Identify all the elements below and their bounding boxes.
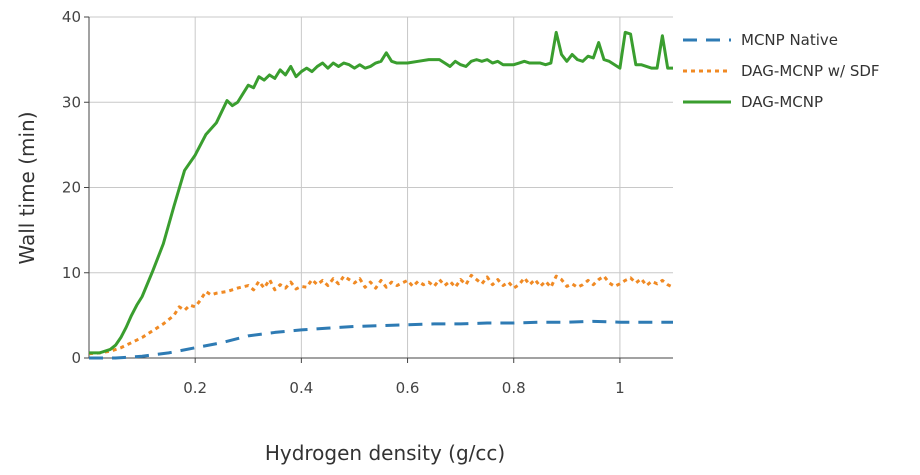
series-line-mcnp-native	[89, 319, 673, 360]
y-axis-title: Wall time (min)	[15, 111, 39, 264]
series-line-dag-mcnp	[89, 30, 673, 355]
y-tick-label: 20	[62, 179, 81, 197]
y-tick-label: 40	[62, 8, 81, 26]
legend-label-dag-mcnp: DAG-MCNP	[741, 93, 823, 111]
series-line-dag-mcnp-w-sdf	[88, 273, 674, 356]
y-tick-label: 0	[71, 349, 81, 367]
x-tick-label: 0.4	[289, 379, 313, 397]
x-tick-label: 0.2	[183, 379, 207, 397]
legend: MCNP Native DAG-MCNP w/ SDF DAG-MCNP	[683, 31, 880, 111]
series-layer	[88, 30, 674, 360]
x-tick-label: 1	[615, 379, 625, 397]
x-tick-label: 0.8	[502, 379, 526, 397]
grid-layer	[89, 16, 673, 358]
legend-label-mcnp-native: MCNP Native	[741, 31, 838, 49]
legend-label-dag-mcnp-w-sdf: DAG-MCNP w/ SDF	[741, 62, 880, 80]
x-tick-label: 0.6	[396, 379, 420, 397]
y-tick-label: 30	[62, 93, 81, 111]
x-axis-title: Hydrogen density (g/cc)	[265, 441, 505, 465]
y-tick-label: 10	[62, 264, 81, 282]
